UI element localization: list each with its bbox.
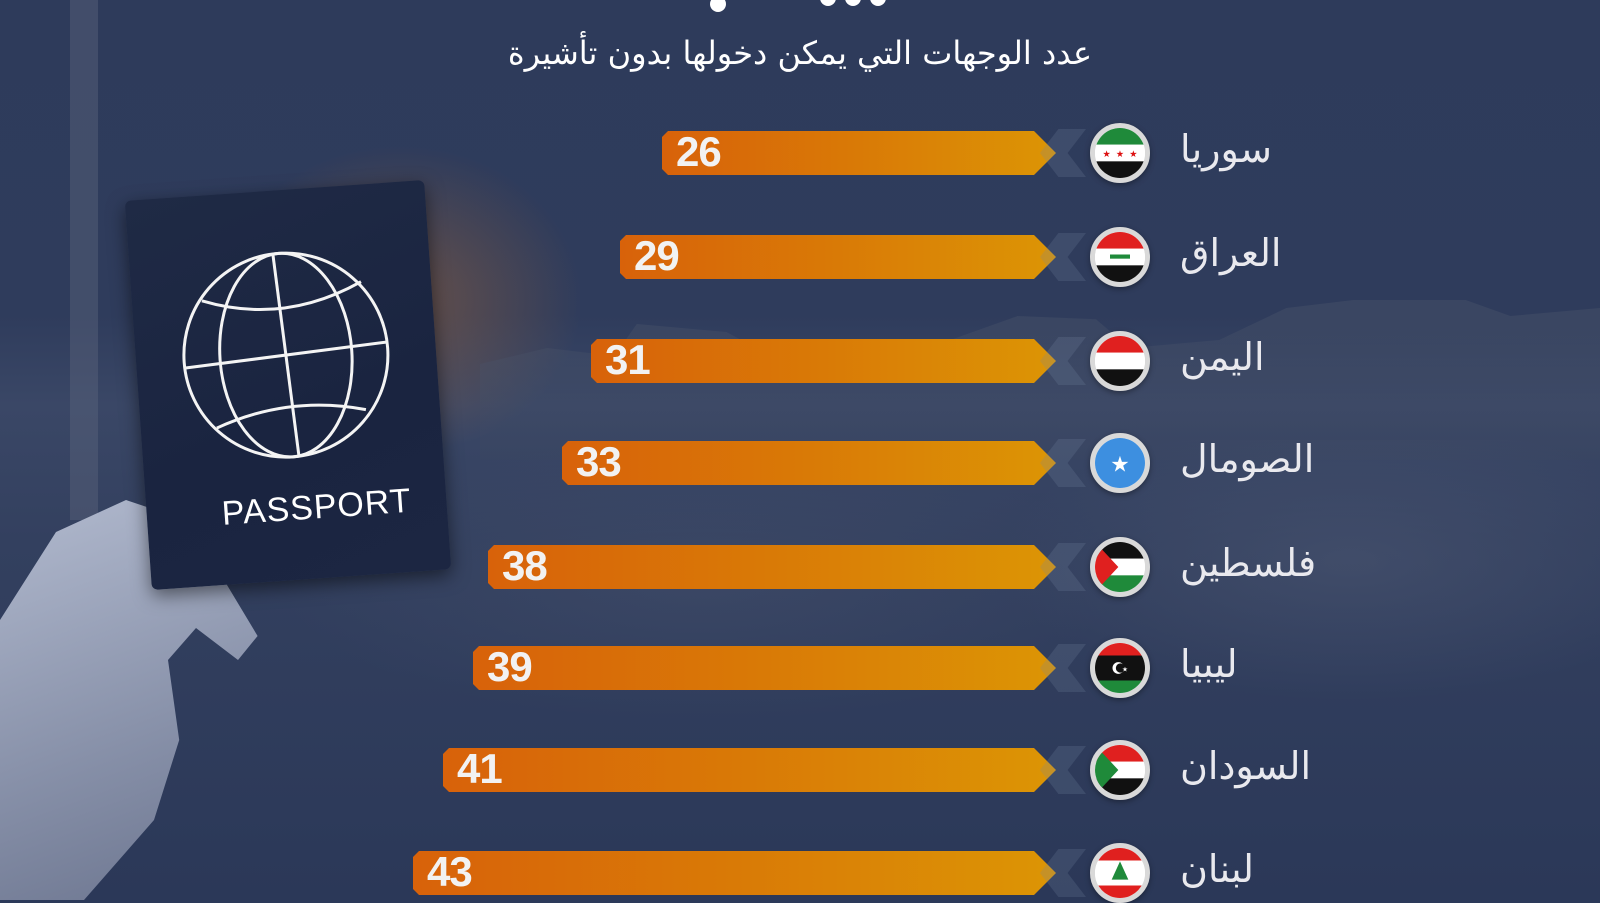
bar-value: 43 [427, 848, 472, 895]
globe-icon [182, 251, 390, 459]
country-label: لبنان [1180, 847, 1254, 891]
country-label: اليمن [1180, 335, 1265, 379]
lebanon-flag-icon [1090, 843, 1150, 903]
bar-row: 26 ★ ★ ★ سوريا [0, 123, 1600, 183]
bar-row: 29 العراق [0, 227, 1600, 287]
bar: 26 [662, 131, 1056, 175]
background-pole [70, 0, 98, 520]
chevron-icon [1040, 233, 1086, 281]
libya-flag-icon: ★ [1090, 638, 1150, 698]
passport-image: PASSPORT [124, 180, 452, 590]
bar-row: 39 ★ ليبيا [0, 638, 1600, 698]
iraq-flag-icon [1090, 227, 1150, 287]
bar-row: 31 اليمن [0, 331, 1600, 391]
syria-flag-icon: ★ ★ ★ [1090, 123, 1150, 183]
title-fragment [700, 0, 920, 20]
bar: 41 [443, 748, 1056, 792]
bar: 33 [562, 441, 1056, 485]
chevron-icon [1040, 129, 1086, 177]
bar-value: 26 [676, 128, 721, 175]
svg-text:★: ★ [1103, 149, 1111, 160]
chevron-icon [1040, 746, 1086, 794]
sudan-flag-icon [1090, 740, 1150, 800]
chevron-icon [1040, 543, 1086, 591]
country-label: ليبيا [1180, 642, 1238, 686]
bar: 31 [591, 339, 1056, 383]
bar-row: 41 السودان [0, 740, 1600, 800]
chevron-icon [1040, 337, 1086, 385]
yemen-flag-icon [1090, 331, 1150, 391]
svg-text:★: ★ [1122, 665, 1128, 673]
bar: 29 [620, 235, 1056, 279]
bar-row: 33 ★ الصومال [0, 433, 1600, 493]
country-label: السودان [1180, 744, 1312, 788]
chevron-icon [1040, 849, 1086, 897]
bar-value: 29 [634, 232, 679, 279]
country-label: العراق [1180, 231, 1282, 275]
bar-row: 38 فلسطين [0, 537, 1600, 597]
bar-value: 38 [502, 542, 547, 589]
bar-value: 39 [487, 643, 532, 690]
bar: 38 [488, 545, 1056, 589]
somalia-flag-icon: ★ [1090, 433, 1150, 493]
bar: 43 [413, 851, 1056, 895]
bar-value: 41 [457, 745, 502, 792]
country-label: فلسطين [1180, 541, 1317, 585]
bar-value: 33 [576, 438, 621, 485]
country-label: الصومال [1180, 437, 1315, 481]
palestine-flag-icon [1090, 537, 1150, 597]
svg-text:★: ★ [1110, 452, 1129, 477]
svg-text:★: ★ [1129, 149, 1137, 160]
bar: 39 [473, 646, 1056, 690]
svg-text:★: ★ [1116, 149, 1124, 160]
chart-subtitle: عدد الوجهات التي يمكن دخولها بدون تأشيرة [507, 34, 1093, 72]
bar-row: 43 لبنان [0, 843, 1600, 903]
chevron-icon [1040, 644, 1086, 692]
country-label: سوريا [1180, 127, 1272, 171]
bar-value: 31 [605, 336, 650, 383]
chevron-icon [1040, 439, 1086, 487]
